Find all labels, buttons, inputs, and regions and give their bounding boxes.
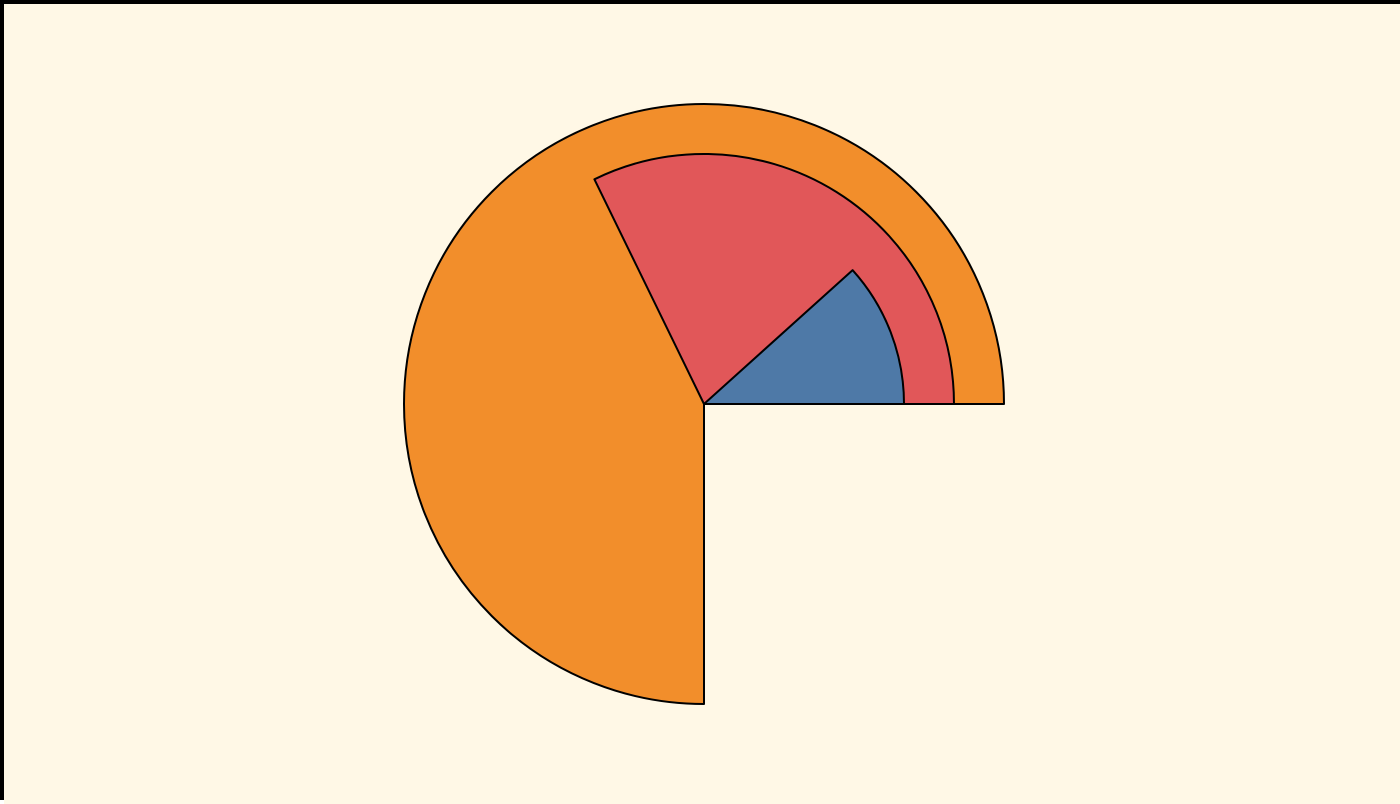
- radial-bars: [403, 103, 1005, 705]
- radial-bar-chart: [4, 4, 1400, 804]
- radial-bar-3: [703, 269, 906, 405]
